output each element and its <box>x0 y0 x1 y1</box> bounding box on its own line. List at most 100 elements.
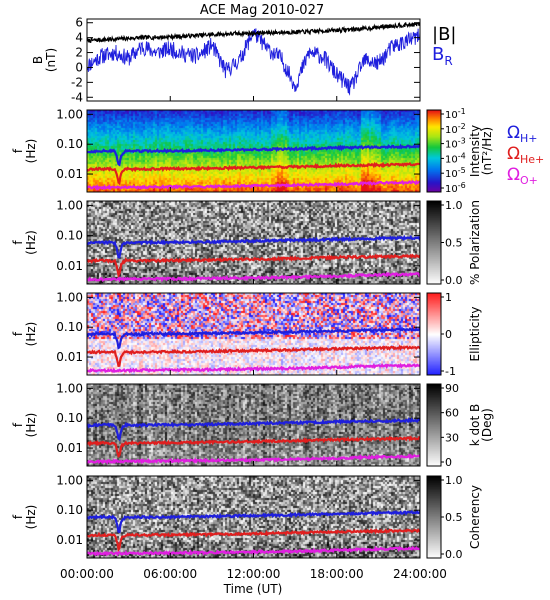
y-axis-unit: (Hz) <box>24 413 38 438</box>
series-br <box>87 28 420 96</box>
ytick-label: 0.10 <box>56 137 83 151</box>
colorbar-tick-label: 0.5 <box>445 237 463 250</box>
ytick-label: -2 <box>71 75 83 89</box>
colorbar-title: Intensity <box>468 125 482 177</box>
ytick-label: 0.01 <box>56 350 83 364</box>
colorbar-tick-label: 1.0 <box>445 199 463 212</box>
ytick-label: 0.10 <box>56 229 83 243</box>
side-label-symbol: Ω <box>507 144 520 164</box>
ytick-label: 1.00 <box>56 107 83 121</box>
gyro-line-0 <box>87 509 420 534</box>
xtick-label: 18:00:00 <box>310 567 364 581</box>
gyro-line-1 <box>87 435 420 458</box>
colorbar-tick-label: 90 <box>445 382 459 395</box>
y-axis-unit: (nT) <box>44 48 58 72</box>
y-axis-unit: (Hz) <box>24 322 38 347</box>
x-axis-label: Time (UT) <box>223 582 283 596</box>
xtick-label: 00:00:00 <box>60 567 114 581</box>
ytick-label: 0.01 <box>56 167 83 181</box>
colorbar-title: Ellipticity <box>468 307 482 362</box>
gyro-line-0 <box>87 326 420 350</box>
colorbar-tick-label: 0 <box>445 456 452 469</box>
y-axis-unit: (Hz) <box>24 230 38 255</box>
legend-br-sub: R <box>444 54 452 68</box>
xtick-label: 12:00:00 <box>227 567 281 581</box>
side-label-0: ΩH+ <box>507 123 538 145</box>
ytick-label: 1.00 <box>56 473 83 487</box>
chart-title: ACE Mag 2010-027 <box>200 3 324 18</box>
ytick-label: 1.00 <box>56 290 83 304</box>
colorbar-tick-label: -1 <box>445 365 456 378</box>
gyro-line-1 <box>87 253 420 279</box>
y-axis-label: f <box>11 148 25 153</box>
gyro-line-2 <box>87 179 420 191</box>
side-label-2: ΩO+ <box>507 165 538 187</box>
ytick-label: -4 <box>71 90 83 104</box>
colorbar-tick-label: 60 <box>445 407 459 420</box>
ytick-label: 0.01 <box>56 533 83 547</box>
y-axis-label: f <box>11 240 25 245</box>
legend-br: BR <box>432 44 453 68</box>
ytick-label: 4 <box>75 31 83 45</box>
ytick-label: 1.00 <box>56 381 83 395</box>
colorbar-tick-label: 10-2 <box>445 122 466 136</box>
colorbar-5 <box>427 476 441 558</box>
y-axis-unit: (Hz) <box>24 139 38 164</box>
y-axis-label: f <box>11 422 25 427</box>
gyro-line-2 <box>87 362 420 374</box>
colorbar-1 <box>427 110 441 192</box>
colorbar-2 <box>427 201 441 284</box>
colorbar-title: k dot B <box>468 404 482 446</box>
colorbar-tick-exponent: -6 <box>458 181 466 190</box>
ytick-label: 6 <box>75 16 83 30</box>
gyro-line-1 <box>87 344 420 368</box>
colorbar-3 <box>427 293 441 375</box>
colorbar-frame-1 <box>426 109 442 193</box>
colorbar-tick-label: 10-6 <box>445 181 466 195</box>
gyro-line-0 <box>87 234 420 259</box>
side-label-1: ΩHe+ <box>507 144 544 166</box>
ytick-label: 1.00 <box>56 198 83 212</box>
ytick-label: 2 <box>75 46 83 60</box>
side-label-sub: He+ <box>520 153 544 166</box>
colorbar-tick-label: 1.0 <box>445 474 463 487</box>
colorbar-tick-label: 10-5 <box>445 166 466 180</box>
gyro-line-0 <box>87 143 420 167</box>
side-label-symbol: Ω <box>507 123 520 143</box>
gyro-line-2 <box>87 271 420 283</box>
gyro-line-0 <box>87 417 420 442</box>
ytick-label: 0.01 <box>56 441 83 455</box>
colorbar-tick-exponent: -4 <box>458 151 466 160</box>
colorbar-tick-label: 0.5 <box>445 511 463 524</box>
gyro-line-2 <box>87 545 420 557</box>
colorbar-tick-label: 0.0 <box>445 274 463 287</box>
gyro-line-1 <box>87 527 420 553</box>
y-axis-label: B <box>31 56 45 64</box>
y-axis-label: f <box>11 331 25 336</box>
ytick-label: 0.10 <box>56 320 83 334</box>
colorbar-tick-exponent: -3 <box>458 137 466 146</box>
series-b-magnitude <box>87 21 420 43</box>
y-axis-label: f <box>11 514 25 519</box>
colorbar-4 <box>427 384 441 466</box>
colorbar-tick-label: 30 <box>445 431 459 444</box>
colorbar-title: Coherency <box>468 485 482 549</box>
side-label-sub: H+ <box>520 132 538 145</box>
colorbar-frame-4 <box>426 383 442 467</box>
ytick-label: 0 <box>75 60 83 74</box>
colorbar-tick-label: 10-3 <box>445 137 466 151</box>
gyro-line-2 <box>87 453 420 465</box>
colorbar-tick-label: 1 <box>445 291 452 304</box>
colorbar-tick-label: 10-1 <box>445 107 466 121</box>
xtick-label: 24:00:00 <box>393 567 447 581</box>
colorbar-unit: (Deg) <box>480 408 494 442</box>
legend-b-magnitude: |B| <box>432 24 456 45</box>
colorbar-tick-label: 10-4 <box>445 151 466 165</box>
colorbar-tick-exponent: -2 <box>458 122 466 131</box>
ytick-label: 0.10 <box>56 503 83 517</box>
colorbar-tick-exponent: -5 <box>458 166 466 175</box>
legend-br-main: B <box>432 44 444 65</box>
side-label-sub: O+ <box>520 174 538 187</box>
y-axis-unit: (Hz) <box>24 505 38 530</box>
